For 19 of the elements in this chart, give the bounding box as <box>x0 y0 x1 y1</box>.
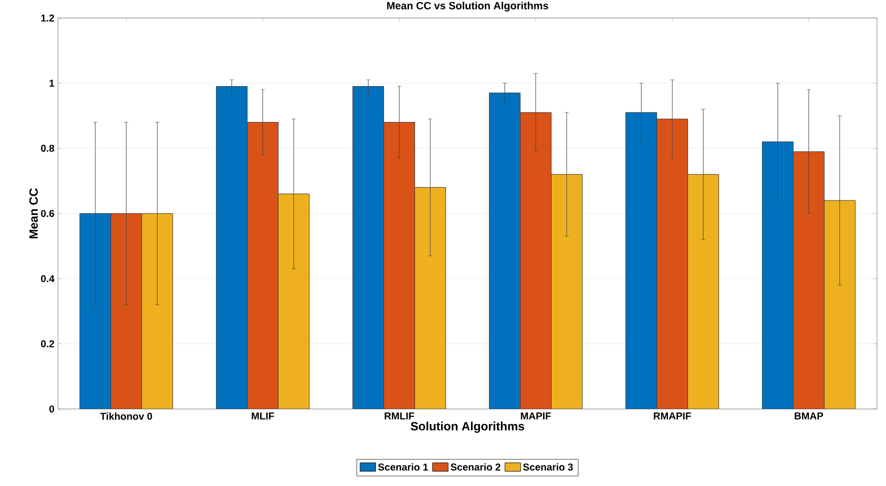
legend-label: Scenario 2 <box>450 463 500 471</box>
x-tick-label: Tikhonov 0 <box>100 412 152 420</box>
x-tick-label: RMAPIF <box>654 412 691 420</box>
x-tick-label: MAPIF <box>520 412 551 420</box>
legend-label: Scenario 3 <box>523 463 573 471</box>
y-tick-label: 0.4 <box>41 275 54 282</box>
legend-label: Scenario 1 <box>378 463 428 471</box>
y-tick-label: 1 <box>50 80 54 87</box>
x-axis-title: Solution Algorithms <box>410 422 524 433</box>
x-tick-label: BMAP <box>794 412 824 420</box>
y-tick-label: 0.2 <box>41 340 54 348</box>
x-tick-label: MLIF <box>252 412 274 420</box>
y-tick-label: 1.2 <box>41 14 54 22</box>
y-axis-title: Mean CC <box>29 188 38 238</box>
y-tick-label: 0.8 <box>41 144 54 152</box>
x-tick-label: RMLIF <box>384 412 414 420</box>
chart-title: Mean CC vs Solution Algorithms <box>387 2 548 12</box>
y-tick-label: 0 <box>49 405 54 413</box>
y-tick-label: 0.6 <box>41 210 54 218</box>
